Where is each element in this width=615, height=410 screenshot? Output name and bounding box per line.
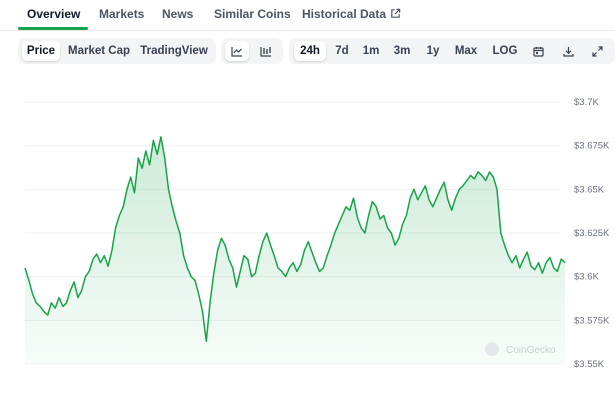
- line-chart-button[interactable]: [225, 41, 249, 61]
- watermark-text: CoinGecko: [506, 345, 556, 356]
- y-tick-label: $3.6K: [574, 272, 599, 283]
- watermark: CoinGecko: [485, 342, 556, 356]
- download-icon: [562, 46, 574, 57]
- tab-markets[interactable]: Markets: [99, 7, 145, 21]
- y-tick-label: $3.625K: [574, 228, 610, 239]
- candlestick-chart-button[interactable]: [254, 41, 278, 61]
- log-scale-button[interactable]: LOG: [492, 45, 518, 57]
- range-3m-button[interactable]: 3m: [393, 45, 411, 57]
- price-button[interactable]: Price: [22, 41, 60, 61]
- range-7d-button[interactable]: 7d: [335, 45, 349, 57]
- y-axis-labels: $3.7K $3.675K $3.65K $3.625K $3.6K $3.575K $3.…: [574, 97, 610, 370]
- line-chart-icon: [231, 46, 242, 57]
- time-range-selector: 24h 7d 1m 3m 1y Max LOG: [289, 38, 615, 64]
- calendar-button[interactable]: [526, 41, 550, 61]
- tab-similar-coins[interactable]: Similar Coins: [214, 7, 291, 21]
- expand-icon: [591, 45, 603, 57]
- range-1m-button[interactable]: 1m: [362, 45, 380, 57]
- range-1y-button[interactable]: 1y: [426, 45, 440, 57]
- range-24h-button[interactable]: 24h: [294, 41, 326, 61]
- tab-overview[interactable]: Overview: [27, 7, 81, 21]
- chart-style-selector: [221, 38, 283, 64]
- price-line: [24, 136, 566, 343]
- tab-news[interactable]: News: [162, 7, 194, 21]
- y-tick-label: $3.55K: [574, 359, 605, 370]
- calendar-icon: [532, 46, 544, 57]
- price-chart[interactable]: $3.7K $3.675K $3.65K $3.625K $3.6K $3.575K $3.…: [0, 82, 615, 410]
- range-max-button[interactable]: Max: [454, 45, 478, 57]
- tradingview-button[interactable]: TradingView: [140, 45, 208, 57]
- y-tick-label: $3.65K: [574, 184, 605, 195]
- candlestick-chart-icon: [260, 46, 271, 57]
- y-tick-label: $3.575K: [574, 315, 610, 326]
- active-tab-indicator: [18, 27, 88, 30]
- tab-bar: Overview Markets News Similar Coins Hist…: [0, 0, 615, 31]
- tab-historical-data-label: Historical Data: [302, 7, 387, 21]
- expand-button[interactable]: [585, 41, 609, 61]
- market-cap-button[interactable]: Market Cap: [68, 45, 130, 57]
- chart-type-selector: Price Market Cap TradingView: [18, 38, 216, 64]
- price-area-fill: [25, 136, 565, 364]
- y-tick-label: $3.7K: [574, 97, 599, 108]
- tab-historical-data[interactable]: Historical Data: [302, 7, 401, 21]
- coingecko-logo-icon: [485, 342, 499, 356]
- download-button[interactable]: [556, 41, 580, 61]
- y-tick-label: $3.675K: [574, 141, 610, 152]
- external-link-icon: [391, 8, 401, 18]
